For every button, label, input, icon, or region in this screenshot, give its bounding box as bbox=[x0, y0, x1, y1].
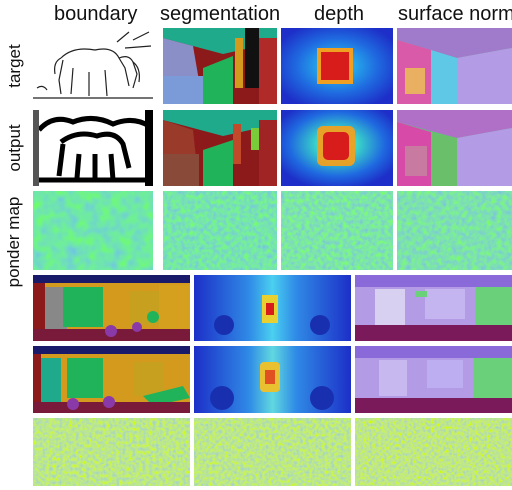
ponder-map-depth-image bbox=[281, 191, 393, 270]
output-depth-image bbox=[281, 110, 393, 186]
panorama-ponder-map-depth-image bbox=[194, 418, 351, 486]
panorama-target-surface-normal-image bbox=[355, 275, 512, 341]
column-header-surface-normal: surface normal bbox=[398, 3, 512, 25]
row-label-target: target bbox=[5, 44, 24, 88]
column-header-boundary: boundary bbox=[54, 3, 138, 25]
target-depth-image bbox=[281, 28, 393, 104]
ponder-map-surface-normal-image bbox=[397, 191, 512, 270]
row-label-ponder-map: ponder map bbox=[4, 196, 23, 288]
panorama-ponder-map-segmentation-image bbox=[33, 418, 190, 486]
panorama-target-depth-image bbox=[194, 275, 351, 341]
panorama-target-segmentation-image bbox=[33, 275, 190, 341]
row-label-output: output bbox=[5, 124, 24, 172]
ponder-map-boundary-image bbox=[33, 191, 153, 270]
panorama-output-surface-normal-image bbox=[355, 346, 512, 413]
ponder-map-segmentation-image bbox=[163, 191, 277, 270]
output-segmentation-image bbox=[163, 110, 277, 186]
target-boundary-image bbox=[33, 28, 153, 104]
column-header-segmentation: segmentation bbox=[160, 3, 281, 25]
output-surface-normal-image bbox=[397, 110, 512, 186]
column-header-depth: depth bbox=[314, 3, 365, 25]
target-segmentation-image bbox=[163, 28, 277, 104]
target-surface-normal-image bbox=[397, 28, 512, 104]
panorama-output-depth-image bbox=[194, 346, 351, 413]
output-boundary-image bbox=[33, 110, 153, 186]
panorama-ponder-map-surface-normal-image bbox=[355, 418, 512, 486]
panorama-output-segmentation-image bbox=[33, 346, 190, 413]
